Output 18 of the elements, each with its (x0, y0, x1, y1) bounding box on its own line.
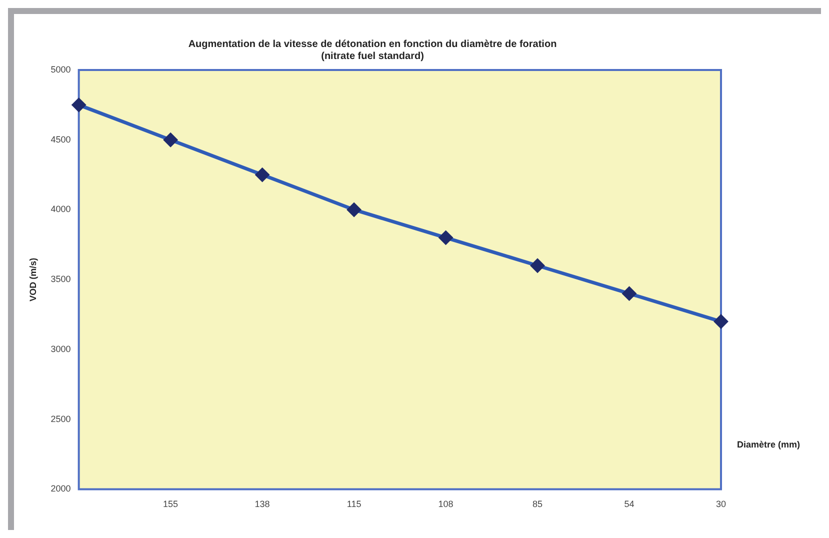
y-tick-label: 2000 (50, 484, 71, 494)
y-tick-label: 4000 (50, 204, 71, 214)
y-tick-label: 3500 (50, 274, 71, 284)
x-tick-label: 115 (346, 499, 362, 510)
y-tick-label: 3000 (50, 344, 71, 354)
x-tick-label: 54 (624, 499, 634, 510)
x-tick-label: 108 (438, 499, 454, 510)
y-tick-label: 5000 (50, 64, 71, 74)
chart-subtitle: (nitrate fuel standard) (321, 50, 424, 62)
x-tick-label: 30 (716, 499, 726, 510)
y-tick-label: 2500 (50, 414, 71, 424)
y-axis-title: VOD (m/s) (28, 258, 38, 302)
y-tick-label: 4500 (50, 134, 71, 144)
x-tick-label: 155 (163, 499, 178, 510)
chart-title: Augmentation de la vitesse de détonation en fonction du diamètre de foration (188, 38, 557, 50)
x-tick-label: 138 (254, 499, 270, 510)
x-tick-label: 85 (532, 499, 543, 510)
x-axis-title: Diamètre (mm) (737, 440, 800, 450)
